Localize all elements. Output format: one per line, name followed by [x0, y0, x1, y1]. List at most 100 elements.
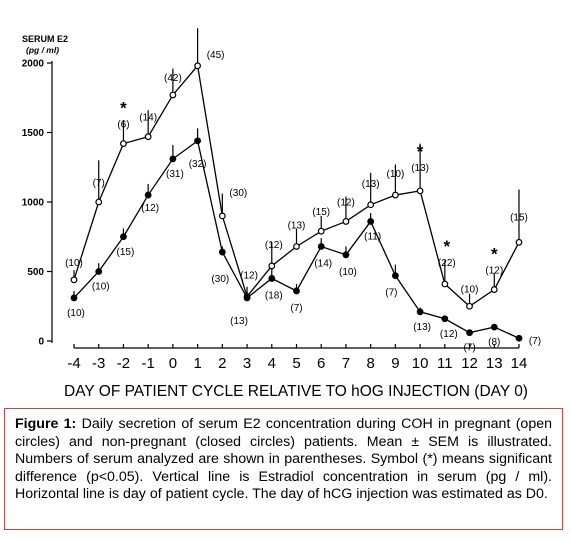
data-point: [70, 294, 78, 302]
x-tick-label: 7: [342, 355, 350, 372]
data-point: [490, 323, 498, 331]
data-point: [293, 287, 300, 295]
x-tick-label: 10: [412, 355, 429, 372]
data-point: [490, 286, 498, 293]
count-label: (6): [117, 120, 129, 131]
chart-title: SERUM E2: [22, 34, 68, 44]
count-label: (10): [67, 308, 85, 319]
data-point: [391, 272, 399, 280]
count-label: (15): [510, 212, 528, 223]
data-point: [268, 262, 276, 270]
x-tick-label: -1: [141, 355, 154, 372]
data-point: [367, 201, 375, 209]
data-point: [342, 251, 350, 259]
count-label: (10): [92, 282, 110, 293]
caption-label: Figure 1:: [15, 416, 77, 432]
data-point: [441, 280, 449, 288]
count-label: (15): [312, 207, 330, 218]
count-label: (13): [413, 322, 431, 333]
caption-text: Daily secretion of serum E2 concentratio…: [15, 416, 552, 503]
data-point: [70, 276, 78, 284]
x-tick-label: 13: [486, 355, 503, 372]
x-tick-label: 3: [243, 355, 251, 372]
count-label: (31): [166, 169, 184, 180]
x-tick-label: 0: [169, 355, 177, 372]
data-point: [268, 275, 276, 282]
count-label: (12): [265, 240, 283, 251]
count-label: (45): [207, 50, 225, 61]
x-tick-label: 1: [193, 355, 201, 372]
count-label: (14): [139, 113, 157, 124]
count-label: (12): [240, 271, 258, 282]
count-label: (7): [290, 303, 302, 314]
data-point: [169, 91, 177, 99]
data-point: [416, 187, 424, 195]
data-point: [95, 198, 103, 206]
chart-marks: (10)(7)(6)(14)(42)(45)(30)(12)(12)(13)(1…: [65, 28, 541, 354]
y-tick-label: 500: [27, 267, 44, 278]
significance-mark: *: [417, 142, 424, 161]
series-line: [73, 64, 520, 308]
count-label: (12): [337, 197, 355, 208]
x-tick-label: -4: [67, 355, 80, 372]
count-label: (7): [463, 343, 475, 354]
data-point: [293, 243, 300, 250]
significance-mark: *: [491, 245, 498, 264]
y-tick-label: 1500: [22, 128, 45, 139]
y-tick-label: 1000: [22, 198, 45, 209]
count-label: (11): [364, 231, 381, 242]
count-label: (22): [438, 258, 456, 269]
data-point: [144, 191, 152, 199]
x-tick-label: 6: [317, 355, 325, 372]
x-tick-label: 11: [437, 355, 453, 372]
data-point: [342, 218, 350, 225]
count-label: (12): [485, 266, 503, 277]
data-point: [218, 212, 226, 220]
count-label: (7): [529, 336, 541, 347]
count-label: (12): [440, 329, 458, 340]
count-label: (10): [339, 267, 357, 278]
count-label: (10): [461, 284, 479, 295]
data-point: [169, 155, 177, 163]
data-point: [466, 302, 473, 310]
data-point: [515, 238, 523, 246]
x-tick-label: 8: [366, 355, 374, 372]
count-label: (10): [65, 258, 83, 269]
data-point: [95, 268, 103, 275]
count-label: (18): [265, 290, 283, 301]
count-label: (12): [141, 203, 159, 214]
data-point: [416, 308, 424, 316]
figure-caption: Figure 1: Daily secretion of serum E2 co…: [4, 408, 563, 530]
data-point: [120, 140, 127, 148]
count-label: (8): [488, 337, 500, 348]
data-point: [317, 243, 325, 250]
data-point: [243, 294, 251, 302]
series-non-pregnant: (10) (10) (15) (12) (31) (32) (30) (13) (18) (7) (…: [67, 128, 541, 354]
count-label: (15): [117, 247, 135, 258]
count-label: (30): [211, 274, 229, 285]
data-point: [391, 191, 399, 199]
significance-mark: *: [120, 99, 127, 118]
count-label: (32): [189, 159, 207, 170]
count-label: (13): [411, 163, 429, 174]
x-tick-label: 2: [218, 355, 226, 372]
count-label: (30): [229, 188, 247, 199]
data-point: [441, 315, 449, 323]
data-point: [367, 218, 375, 225]
count-label: (13): [288, 220, 306, 231]
data-point: [317, 227, 325, 235]
count-label: (42): [164, 73, 182, 84]
data-point: [144, 133, 152, 141]
x-tick-label: 12: [461, 355, 478, 372]
data-point: [194, 137, 202, 145]
data-point: [218, 248, 226, 256]
data-point: [194, 62, 202, 70]
count-label: (7): [385, 288, 397, 299]
series-pregnant: (10) (7) (6) (14) (42) (45) (30) (12) (12) (13) (1…: [65, 28, 528, 310]
count-label: (14): [314, 258, 332, 269]
x-axis-label: DAY OF PATIENT CYCLE RELATIVE TO hOG INJ…: [64, 383, 528, 400]
data-point: [120, 233, 127, 241]
x-tick-label: 9: [391, 355, 399, 372]
count-label: (7): [93, 178, 105, 189]
